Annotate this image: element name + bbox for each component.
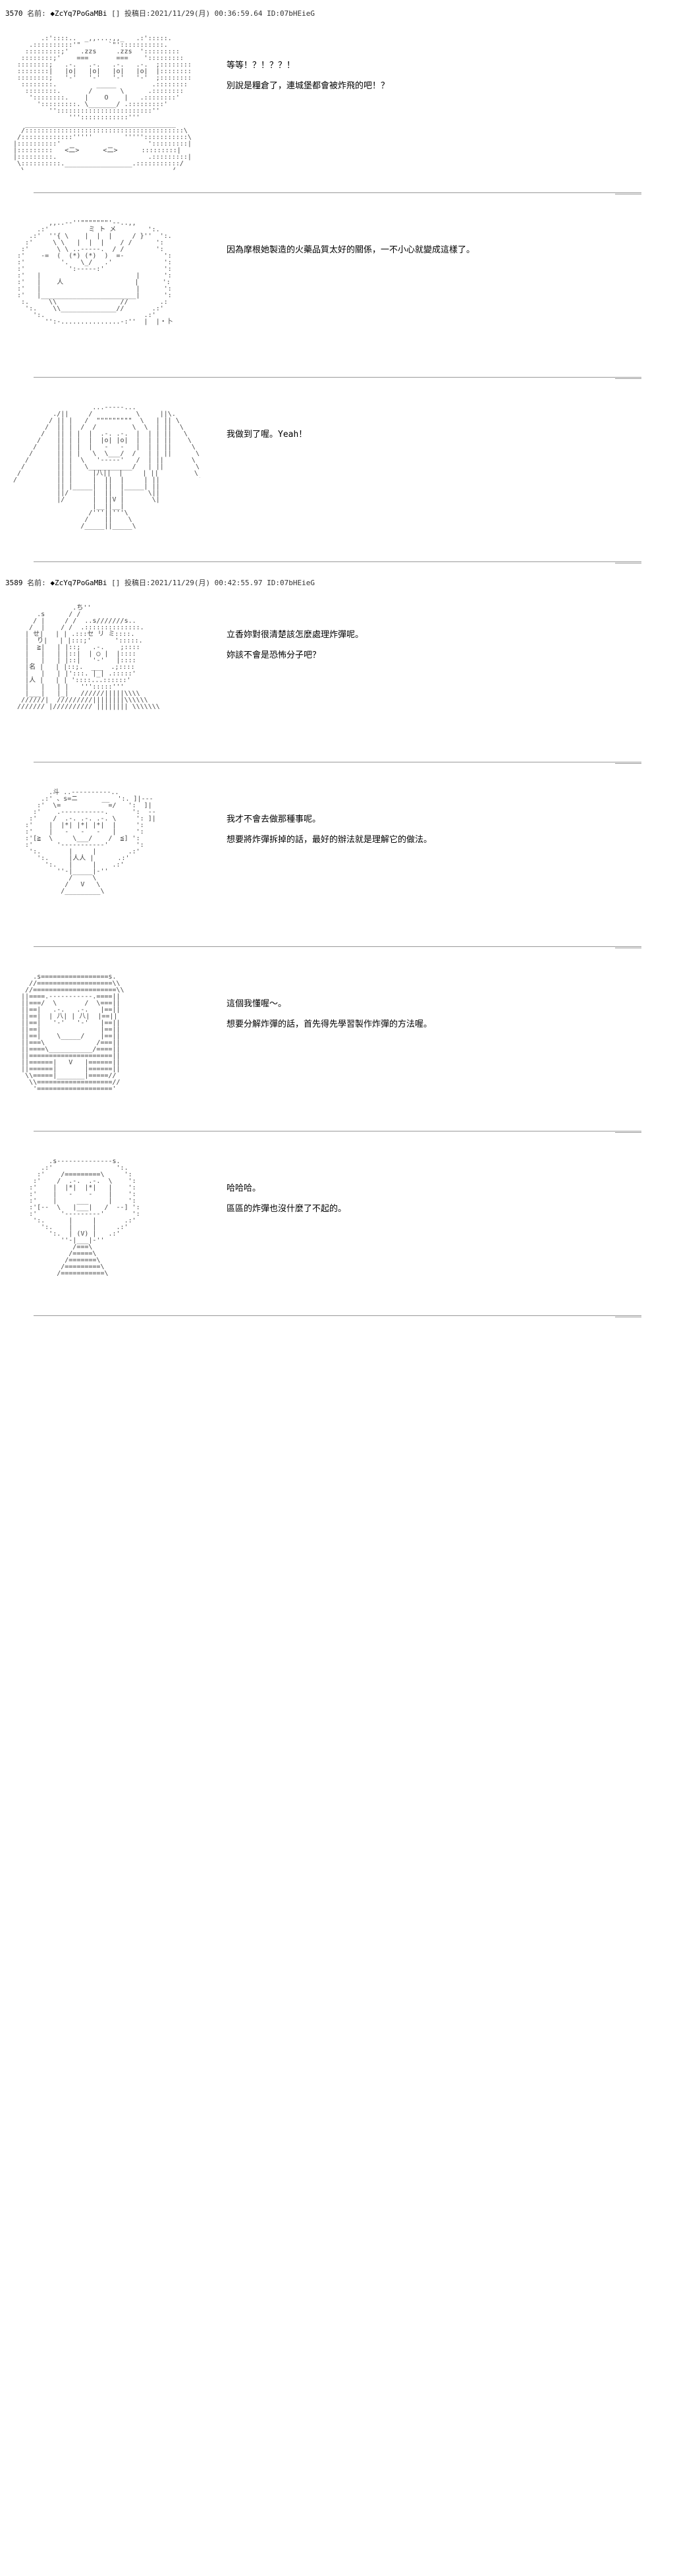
poster-name: ◆ZcYq7PoGaMBi xyxy=(50,579,107,587)
panel-divider xyxy=(34,1315,641,1318)
dialogue-line: 想要將炸彈拆掉的話，最好的辦法就是理解它的做法。 xyxy=(227,832,651,847)
name-prefix: 名前: xyxy=(27,9,46,18)
id-prefix: ID: xyxy=(267,9,280,18)
dialogue-line: 等等！？！？？！ xyxy=(227,58,651,73)
dialogue-line: 因為摩根她製造的火藥品質太好的關係，一不小心就變成這樣了。 xyxy=(227,243,651,258)
dialogue-line: 這個我懂喔～。 xyxy=(227,996,651,1012)
dialogue-line: 妳該不會是恐怖分子吧？ xyxy=(227,648,651,663)
dialogue-line: 想要分解炸彈的話，首先得先學習製作炸彈的方法喔。 xyxy=(227,1017,651,1032)
panel-divider xyxy=(34,762,641,764)
id-prefix: ID: xyxy=(267,579,280,587)
ascii-art: .:'::::.. _,,....,,_ .:':::::. .::::::::… xyxy=(11,33,200,170)
story-panel: ...-----... ./|| / \ ||\. / || | / """""… xyxy=(0,390,675,551)
post-date: 2021/11/29(月) 00:36:59.64 xyxy=(151,9,263,18)
dialogue-block: 我才不會去做那種事呢。想要將炸彈拆掉的話，最好的辦法就是理解它的做法。 xyxy=(200,780,664,867)
post-number: 3589 xyxy=(5,579,23,587)
story-panel: ,,..-‐''"""""""'‐-..,, .:' ミ ト メ ':. .:'… xyxy=(0,206,675,366)
story-panel: .ち'' .s / / / | / / ..s///////s.. / | / … xyxy=(0,590,675,751)
story-panel: .:'::::.. _,,....,,_ .:':::::. .::::::::… xyxy=(0,21,675,182)
dialogue-line: 我做到了喔。Yeah！ xyxy=(227,427,651,442)
dialogue-block: 等等！？！？？！ 別說是糧倉了，連城堡都會被炸飛的吧！？ xyxy=(200,26,664,113)
ascii-art: .s=================s. //================… xyxy=(11,971,200,1108)
dialogue-block: 這個我懂喔～。想要分解炸彈的話，首先得先學習製作炸彈的方法喔。 xyxy=(200,965,664,1051)
dialogue-block: 因為摩根她製造的火藥品質太好的關係，一不小心就變成這樣了。 xyxy=(200,211,664,276)
dialogue-block: 立香妳對很清楚該怎麼處理炸彈呢。妳該不會是恐怖分子吧？ xyxy=(200,596,664,682)
ascii-art: .s--------------s. .:' ':. :' /=========… xyxy=(11,1156,200,1293)
dialogue-line: 我才不會去做那種事呢。 xyxy=(227,812,651,827)
panel-divider xyxy=(34,377,641,380)
post-id: 07bHEieG xyxy=(280,579,315,587)
name-prefix: 名前: xyxy=(27,579,46,587)
post-number: 3570 xyxy=(5,9,23,18)
ascii-art: .斗 ..----------.. .:' 、s=ニ __ ':. ]|--- … xyxy=(11,787,200,924)
dialogue-line: 立香妳對很清楚該怎麼處理炸彈呢。 xyxy=(227,627,651,643)
poster-name: ◆ZcYq7PoGaMBi xyxy=(50,9,107,18)
ascii-art: ...-----... ./|| / \ ||\. / || | / """""… xyxy=(11,402,200,539)
dialogue-line: 別說是糧倉了，連城堡都會被炸飛的吧！？ xyxy=(227,78,651,94)
date-prefix: 投稿日: xyxy=(124,9,151,18)
panel-divider xyxy=(34,192,641,195)
panel-divider xyxy=(34,1131,641,1133)
post-date: 2021/11/29(月) 00:42:55.97 xyxy=(151,579,263,587)
story-panel: .s--------------s. .:' ':. :' /=========… xyxy=(0,1144,675,1305)
dialogue-line: 哈哈哈。 xyxy=(227,1181,651,1196)
post-header: 3570 名前: ◆ZcYq7PoGaMBi [] 投稿日:2021/11/29… xyxy=(0,5,675,21)
dialogue-block: 哈哈哈。區區的炸彈也沒什麼了不起的。 xyxy=(200,1149,664,1236)
story-panel: .斗 ..----------.. .:' 、s=ニ __ ':. ]|--- … xyxy=(0,775,675,936)
dialogue-line: 區區的炸彈也沒什麼了不起的。 xyxy=(227,1201,651,1216)
panel-divider xyxy=(34,946,641,949)
post-id: 07bHEieG xyxy=(280,9,315,18)
ascii-art: .ち'' .s / / / | / / ..s///////s.. / | / … xyxy=(11,602,200,739)
dialogue-block: 我做到了喔。Yeah！ xyxy=(200,395,664,461)
ascii-art: ,,..-‐''"""""""'‐-..,, .:' ミ ト メ ':. .:'… xyxy=(11,217,200,355)
story-panel: .s=================s. //================… xyxy=(0,959,675,1120)
post-header: 3589 名前: ◆ZcYq7PoGaMBi [] 投稿日:2021/11/29… xyxy=(0,575,675,590)
panel-divider xyxy=(34,561,641,564)
date-prefix: 投稿日: xyxy=(124,579,151,587)
